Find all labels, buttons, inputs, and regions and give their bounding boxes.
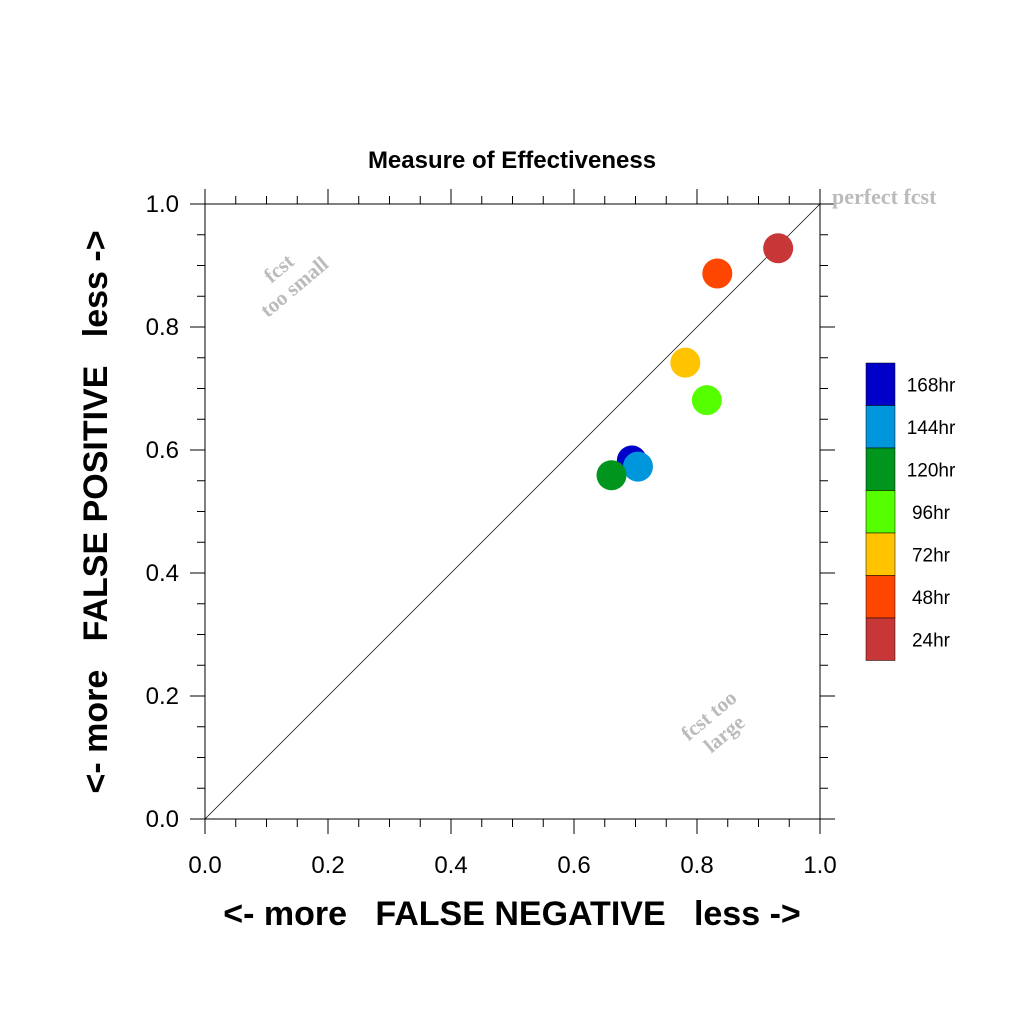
legend-swatch-120hr [865, 447, 896, 491]
legend-label-24hr: 24hr [912, 630, 951, 651]
chart-title: Measure of Effectiveness [368, 147, 656, 174]
perfect-forecast-line [204, 203, 821, 820]
legend-swatch-144hr [865, 405, 896, 449]
legend-label-96hr: 96hr [912, 503, 951, 524]
x-tick-label: 0.6 [557, 852, 590, 879]
legend-label-72hr: 72hr [912, 545, 951, 566]
x-tick-label: 0.0 [188, 852, 221, 879]
legend: 168hr 144hr 120hr 96hr 72hr 48hr 24hr [865, 362, 956, 661]
x-axis-label: <- more FALSE NEGATIVE less -> [223, 895, 801, 933]
x-tick-label: 0.2 [311, 852, 344, 879]
legend-label-168hr: 168hr [907, 375, 956, 396]
point-48hr [702, 258, 733, 289]
y-tick-label: 0.4 [146, 560, 179, 587]
x-tick-label: 0.8 [680, 852, 713, 879]
point-72hr [670, 347, 701, 378]
y-tick-label: 0.8 [146, 314, 179, 341]
y-tick-label: 0.6 [146, 437, 179, 464]
x-tick-label: 1.0 [803, 852, 836, 879]
point-144hr [622, 451, 653, 482]
legend-swatch-96hr [865, 490, 896, 534]
point-120hr [596, 460, 627, 491]
legend-swatch-72hr [865, 532, 896, 576]
y-tick-label: 0.0 [146, 806, 179, 833]
legend-swatch-24hr [865, 617, 896, 661]
perfect-forecast-annotation: perfect fcst [832, 184, 937, 209]
x-tick-label: 0.4 [434, 852, 467, 879]
legend-label-120hr: 120hr [907, 460, 956, 481]
point-96hr [691, 385, 722, 416]
y-tick-label: 0.2 [146, 683, 179, 710]
legend-label-144hr: 144hr [907, 418, 956, 439]
legend-label-48hr: 48hr [912, 588, 951, 609]
legend-swatch-168hr [865, 362, 896, 406]
too-small-annotation: fcst too small [255, 249, 333, 322]
legend-swatch-48hr [865, 575, 896, 619]
plot-area: 0.0 0.2 0.4 0.6 0.8 1.0 0.0 0.2 0.4 0.6 0.8 1.0 [146, 189, 837, 879]
too-large-annotation: fcst too large [676, 685, 749, 757]
point-24hr [763, 233, 794, 264]
y-axis-label: <- more FALSE POSITIVE less -> [77, 230, 115, 793]
y-tick-label: 1.0 [146, 191, 179, 218]
